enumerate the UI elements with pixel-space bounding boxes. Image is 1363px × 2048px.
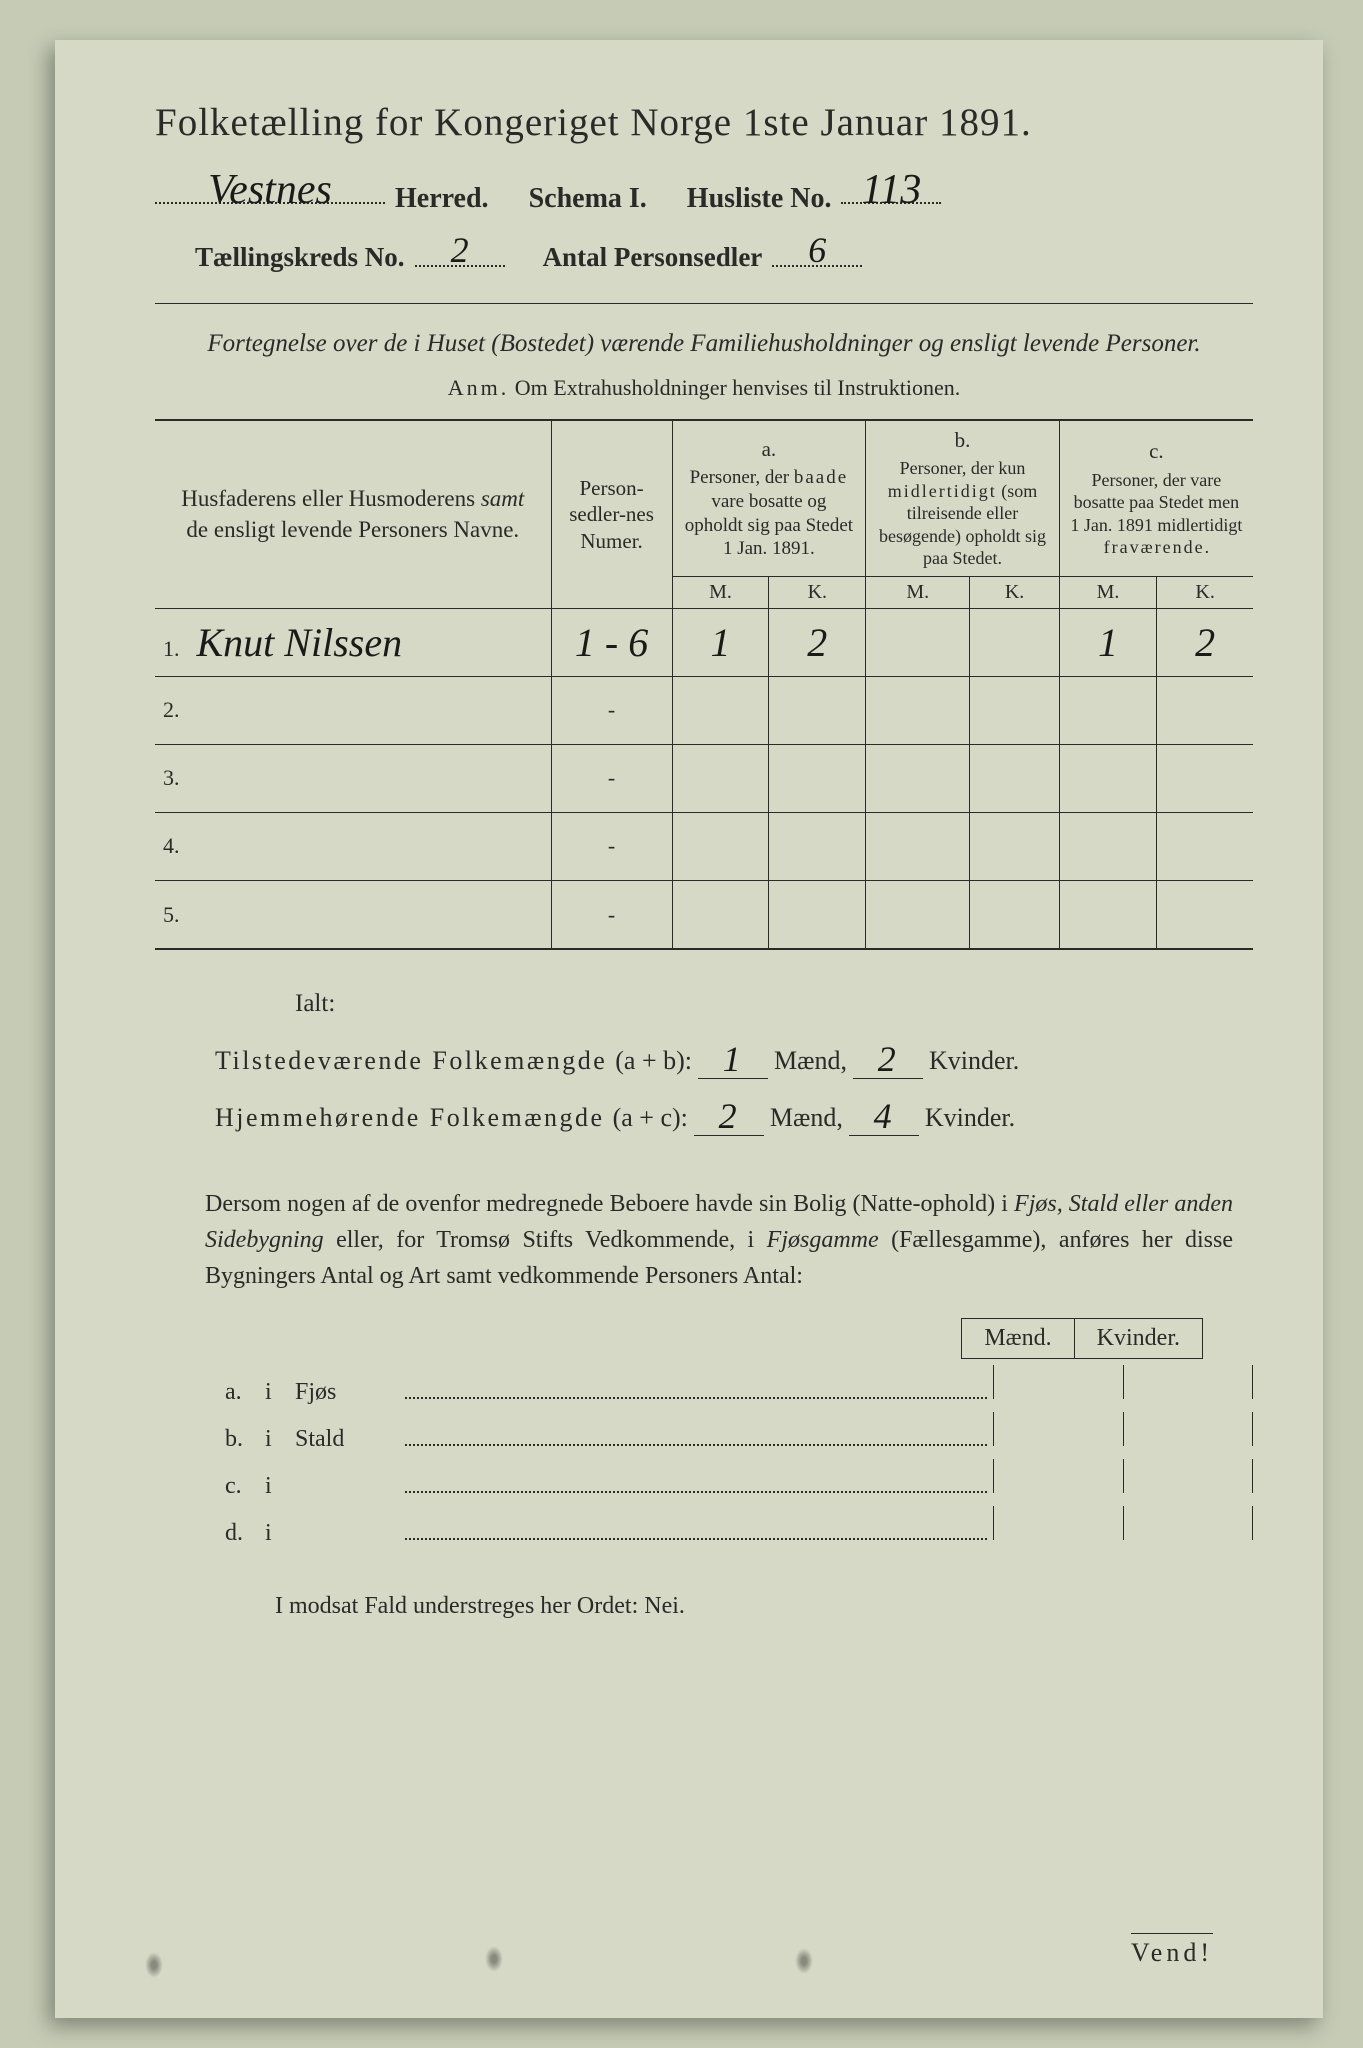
outbuilding-row: a. i Fjøs xyxy=(225,1365,1253,1406)
anm-label: Anm. xyxy=(448,375,510,400)
mk-maend: Mænd. xyxy=(961,1318,1073,1359)
table-row: 1. Knut Nilssen 1 - 6 1 2 1 2 xyxy=(155,608,1253,676)
col-a-header: a. Personer, der baade vare bosatte og o… xyxy=(672,421,866,576)
header-line-2: Tællingskreds No. 2 Antal Personsedler 6 xyxy=(155,233,1253,273)
col-b-m: M. xyxy=(866,576,970,608)
scuff-mark xyxy=(145,1952,163,1978)
subtitle: Fortegnelse over de i Huset (Bostedet) v… xyxy=(185,326,1223,361)
table-row: 3. - xyxy=(155,744,1253,812)
sum1-m: 1 xyxy=(698,1036,768,1079)
kreds-field: 2 xyxy=(415,233,505,267)
outbuilding-list: a. i Fjøs b. i Stald c. i d. i xyxy=(225,1365,1253,1547)
husliste-field: 113 xyxy=(841,170,941,204)
nei-line: I modsat Fald understreges her Ordet: Ne… xyxy=(275,1593,1253,1620)
kreds-value: 2 xyxy=(451,229,469,271)
sum-line-1: Tilstedeværende Folkemængde (a + b): 1 M… xyxy=(215,1036,1253,1079)
sum2-m: 2 xyxy=(694,1093,764,1136)
divider xyxy=(155,303,1253,304)
vend-label: Vend! xyxy=(1131,1933,1213,1968)
sum-line-2: Hjemmehørende Folkemængde (a + c): 2 Mæn… xyxy=(215,1093,1253,1136)
header-line-1: Vestnes Herred. Schema I. Husliste No. 1… xyxy=(155,170,1253,215)
col-c-header: c. Personer, der vare bosatte paa Stedet… xyxy=(1059,421,1253,576)
herred-value: Vestnes xyxy=(202,166,338,214)
table-body: 1. Knut Nilssen 1 - 6 1 2 1 2 2. - 3. - … xyxy=(155,608,1253,948)
page-title: Folketælling for Kongeriget Norge 1ste J… xyxy=(155,100,1253,145)
mk-header-row: Mænd. Kvinder. xyxy=(155,1318,1253,1359)
col-a-m: M. xyxy=(672,576,769,608)
ialt-label: Ialt: xyxy=(295,990,1253,1018)
scuff-mark xyxy=(795,1948,813,1974)
col-a-k: K. xyxy=(769,576,866,608)
schema-label: Schema I. xyxy=(529,183,647,215)
col-b-header: b. Personer, der kun midlertidigt (som t… xyxy=(866,421,1060,576)
sum1-k: 2 xyxy=(853,1036,923,1079)
table-bottom-rule xyxy=(155,948,1253,950)
col-c-k: K. xyxy=(1157,576,1253,608)
note-block: Dersom nogen af de ovenfor medregnede Be… xyxy=(205,1186,1233,1294)
antal-label: Antal Personsedler xyxy=(543,242,763,273)
outbuilding-row: c. i xyxy=(225,1459,1253,1500)
row1-name: Knut Nilssen xyxy=(197,620,403,665)
col-name-header: Husfaderens eller Husmoderens samt de en… xyxy=(155,421,551,608)
husliste-value: 113 xyxy=(856,166,928,214)
scuff-mark xyxy=(485,1946,503,1972)
anm-line: Anm. Om Extrahusholdninger henvises til … xyxy=(155,375,1253,401)
table-row: 2. - xyxy=(155,676,1253,744)
col-num-header: Person-sedler-nes Numer. xyxy=(551,421,672,608)
herred-label: Herred. xyxy=(395,183,489,215)
outbuilding-row: d. i xyxy=(225,1506,1253,1547)
col-b-k: K. xyxy=(970,576,1059,608)
mk-kvinder: Kvinder. xyxy=(1074,1318,1203,1359)
antal-value: 6 xyxy=(808,229,826,271)
antal-field: 6 xyxy=(772,233,862,267)
anm-text: Om Extrahusholdninger henvises til Instr… xyxy=(515,375,960,400)
document-page: Folketælling for Kongeriget Norge 1ste J… xyxy=(55,40,1323,2018)
husliste-label: Husliste No. xyxy=(687,183,832,215)
col-c-m: M. xyxy=(1059,576,1156,608)
sum2-k: 4 xyxy=(849,1093,919,1136)
herred-field: Vestnes xyxy=(155,170,385,204)
table-row: 5. - xyxy=(155,880,1253,948)
census-table: Husfaderens eller Husmoderens samt de en… xyxy=(155,421,1253,948)
outbuilding-row: b. i Stald xyxy=(225,1412,1253,1453)
kreds-label: Tællingskreds No. xyxy=(195,242,405,273)
table-row: 4. - xyxy=(155,812,1253,880)
